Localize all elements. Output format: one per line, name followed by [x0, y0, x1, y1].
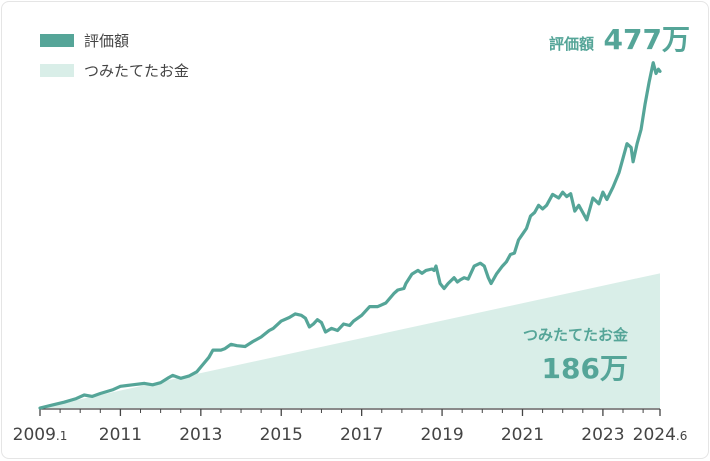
x-tick-label: 2013 [179, 425, 222, 445]
x-tick-label: 2019 [420, 425, 463, 445]
legend-swatch-valuation [40, 33, 74, 47]
contribution-callout-label: つみたてたお金 [522, 326, 628, 344]
valuation-callout: 評価額 477万 [549, 18, 690, 58]
x-tick-label: 2024.6 [633, 425, 688, 445]
legend-label-contribution: つみたてたお金 [84, 61, 190, 80]
x-tick-label: 2017 [340, 425, 383, 445]
x-tick-label: 2021 [501, 425, 544, 445]
valuation-callout-value: 477万 [603, 23, 690, 56]
legend: 評価額 つみたてたお金 [40, 28, 189, 88]
x-tick-label: 2015 [260, 425, 303, 445]
contribution-callout-value: 186万 [541, 352, 628, 385]
x-tick-label: 2023 [581, 425, 624, 445]
x-tick-label: 2011 [99, 425, 142, 445]
valuation-line [38, 61, 662, 410]
legend-item-contribution: つみたてたお金 [40, 58, 189, 82]
contribution-callout: つみたてたお金 186万 [523, 324, 628, 387]
valuation-callout-label: 評価額 [548, 35, 594, 53]
x-tick-label: 2009.1 [13, 425, 68, 445]
legend-item-valuation: 評価額 [40, 28, 189, 52]
legend-swatch-contribution [40, 63, 74, 77]
contribution-area [40, 273, 660, 408]
legend-label-valuation: 評価額 [84, 31, 130, 50]
